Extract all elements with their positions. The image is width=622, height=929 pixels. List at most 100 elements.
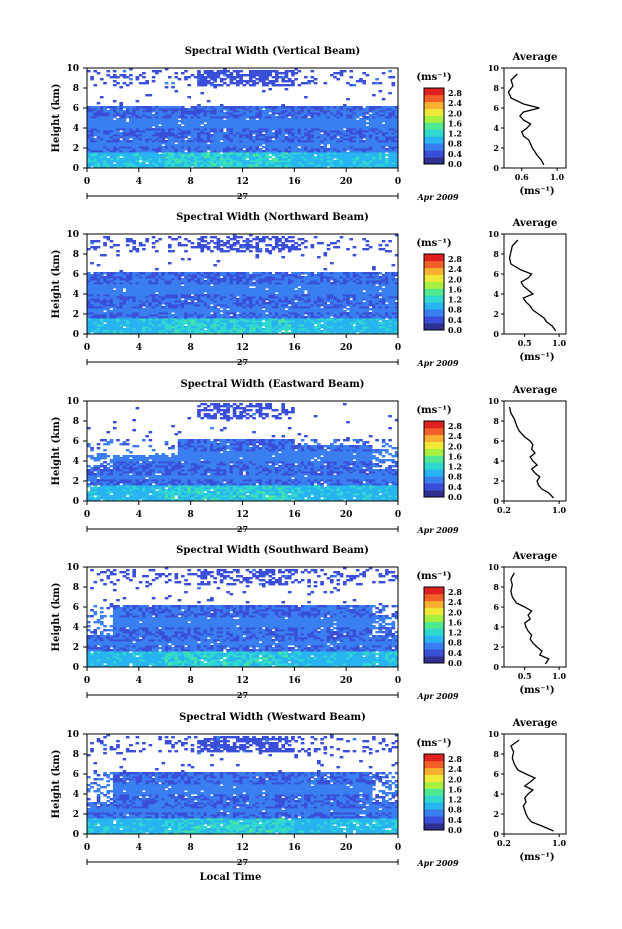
heatmap-cell: [148, 142, 153, 145]
heatmap-cell: [213, 152, 217, 155]
heatmap-cell: [352, 138, 357, 141]
heatmap-cell: [106, 106, 111, 109]
heatmap-cell: [203, 144, 208, 147]
heatmap-cell: [180, 148, 185, 151]
avg-y-tick-label: 2: [493, 143, 499, 153]
heatmap-cell: [391, 120, 396, 123]
heatmap-cell: [193, 120, 198, 123]
heatmap-cell: [122, 120, 127, 123]
heatmap-cell: [171, 136, 175, 139]
heatmap-cell: [155, 158, 159, 161]
heatmap-cell: [210, 116, 214, 119]
heatmap-cell: [372, 124, 376, 127]
heatmap-cell: [339, 132, 344, 135]
heatmap-cell: [210, 126, 214, 129]
heatmap-cell: [122, 110, 127, 113]
heatmap-cell: [116, 76, 120, 79]
heatmap-cell: [294, 128, 298, 131]
heatmap-cell: [93, 126, 98, 129]
heatmap-cell: [362, 124, 366, 127]
heatmap-cell: [317, 156, 321, 159]
heatmap-cell: [112, 140, 117, 143]
heatmap-cell: [297, 106, 302, 109]
heatmap-cell: [90, 120, 94, 123]
heatmap-cell: [138, 116, 143, 119]
heatmap-cell: [190, 124, 195, 127]
heatmap-cell: [200, 150, 205, 153]
heatmap-cell: [317, 130, 321, 133]
heatmap-cell: [339, 128, 344, 131]
heatmap-cell: [216, 140, 221, 143]
heatmap-cell: [307, 128, 311, 131]
heatmap-cell: [193, 118, 198, 121]
heatmap-cell: [223, 156, 227, 159]
heatmap-cell: [245, 148, 250, 151]
y-tick-label: 6: [73, 104, 79, 114]
heatmap-cell: [151, 70, 156, 73]
heatmap-cell: [122, 126, 127, 129]
heatmap-cell: [349, 160, 354, 163]
heatmap-cell: [174, 144, 179, 147]
heatmap-cell: [304, 126, 308, 129]
heatmap-cell: [164, 166, 169, 169]
heatmap-cell: [255, 78, 260, 81]
heatmap-cell: [313, 116, 318, 119]
heatmap-cell: [184, 128, 188, 131]
heatmap-cell: [116, 150, 120, 153]
heatmap-cell: [381, 156, 386, 159]
heatmap-cell: [300, 82, 305, 85]
heatmap-cell: [171, 134, 175, 137]
heatmap-cell: [132, 156, 136, 159]
heatmap-cell: [171, 150, 175, 153]
heatmap-cell: [284, 118, 289, 121]
heatmap-cell: [174, 126, 179, 129]
heatmap-cell: [336, 144, 341, 147]
heatmap-cell: [151, 144, 156, 147]
heatmap-cell: [148, 158, 153, 161]
heatmap-cell: [304, 164, 308, 167]
heatmap-cell: [368, 146, 373, 149]
avg-y-tick-label: 4: [493, 123, 499, 133]
heatmap-cell: [151, 130, 156, 133]
heatmap-cell: [99, 96, 104, 99]
heatmap-cell: [167, 152, 172, 155]
heatmap-cell: [142, 106, 146, 109]
heatmap-cell: [232, 134, 237, 137]
heatmap-cell: [329, 122, 334, 125]
heatmap-cell: [349, 166, 354, 169]
heatmap-cell: [151, 138, 156, 141]
heatmap-cell: [381, 142, 386, 145]
heatmap-cell: [177, 132, 182, 135]
y-tick-label: 0: [73, 164, 79, 174]
heatmap-cell: [93, 164, 98, 167]
heatmap-cell: [391, 106, 396, 109]
heatmap-cell: [375, 148, 379, 151]
heatmap-cell: [174, 72, 179, 75]
heatmap-cell: [223, 112, 227, 115]
heatmap-cell: [210, 130, 214, 133]
heatmap-cell: [158, 138, 162, 141]
heatmap-cell: [132, 116, 136, 119]
heatmap-cell: [106, 162, 111, 165]
heatmap-cell: [310, 80, 315, 83]
heatmap-cell: [87, 150, 91, 153]
heatmap-cell: [109, 162, 114, 165]
heatmap-cell: [261, 140, 266, 143]
heatmap-cell: [362, 148, 366, 151]
heatmap-cell: [171, 106, 175, 109]
heatmap-cell: [164, 116, 169, 119]
heatmap-cell: [197, 156, 201, 159]
heatmap-cell: [171, 138, 175, 141]
heatmap-cell: [339, 162, 344, 165]
heatmap-cell: [349, 128, 354, 131]
heatmap-cell: [112, 164, 117, 167]
heatmap-cell: [158, 148, 162, 151]
heatmap-cell: [129, 150, 133, 153]
heatmap-cell: [109, 310, 114, 313]
heatmap-cell: [203, 164, 208, 167]
heatmap-cell: [180, 166, 185, 169]
heatmap-cell: [119, 132, 124, 135]
heatmap-cell: [261, 118, 266, 121]
heatmap-cell: [200, 128, 205, 131]
heatmap-cell: [284, 130, 289, 133]
